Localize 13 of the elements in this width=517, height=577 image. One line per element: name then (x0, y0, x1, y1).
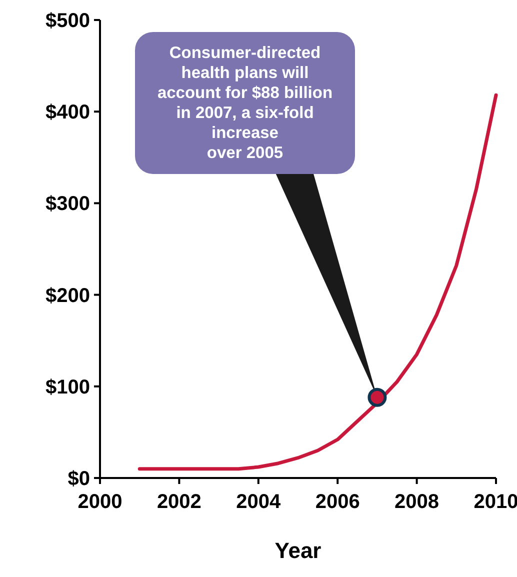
y-tick-label: $200 (46, 284, 90, 307)
x-tick-label: 2008 (394, 491, 440, 513)
y-tick-label: $300 (46, 193, 90, 216)
annotation: Consumer-directed health plans will account for $88 billion in 2007, a six-fold increase over 2005 (157, 44, 333, 162)
x-axis-title: Year (274, 538, 322, 563)
y-tick-label: $500 (46, 10, 90, 32)
x-tick-label: 2000 (78, 491, 122, 513)
y-tick-label: $400 (46, 102, 90, 124)
x-tick-label: 2004 (236, 491, 282, 513)
x-tick-label: 2002 (156, 491, 202, 513)
y-tick-label: $100 (46, 376, 90, 398)
y-tick-label: $0 (68, 468, 90, 490)
x-tick-label: 2006 (315, 491, 360, 513)
